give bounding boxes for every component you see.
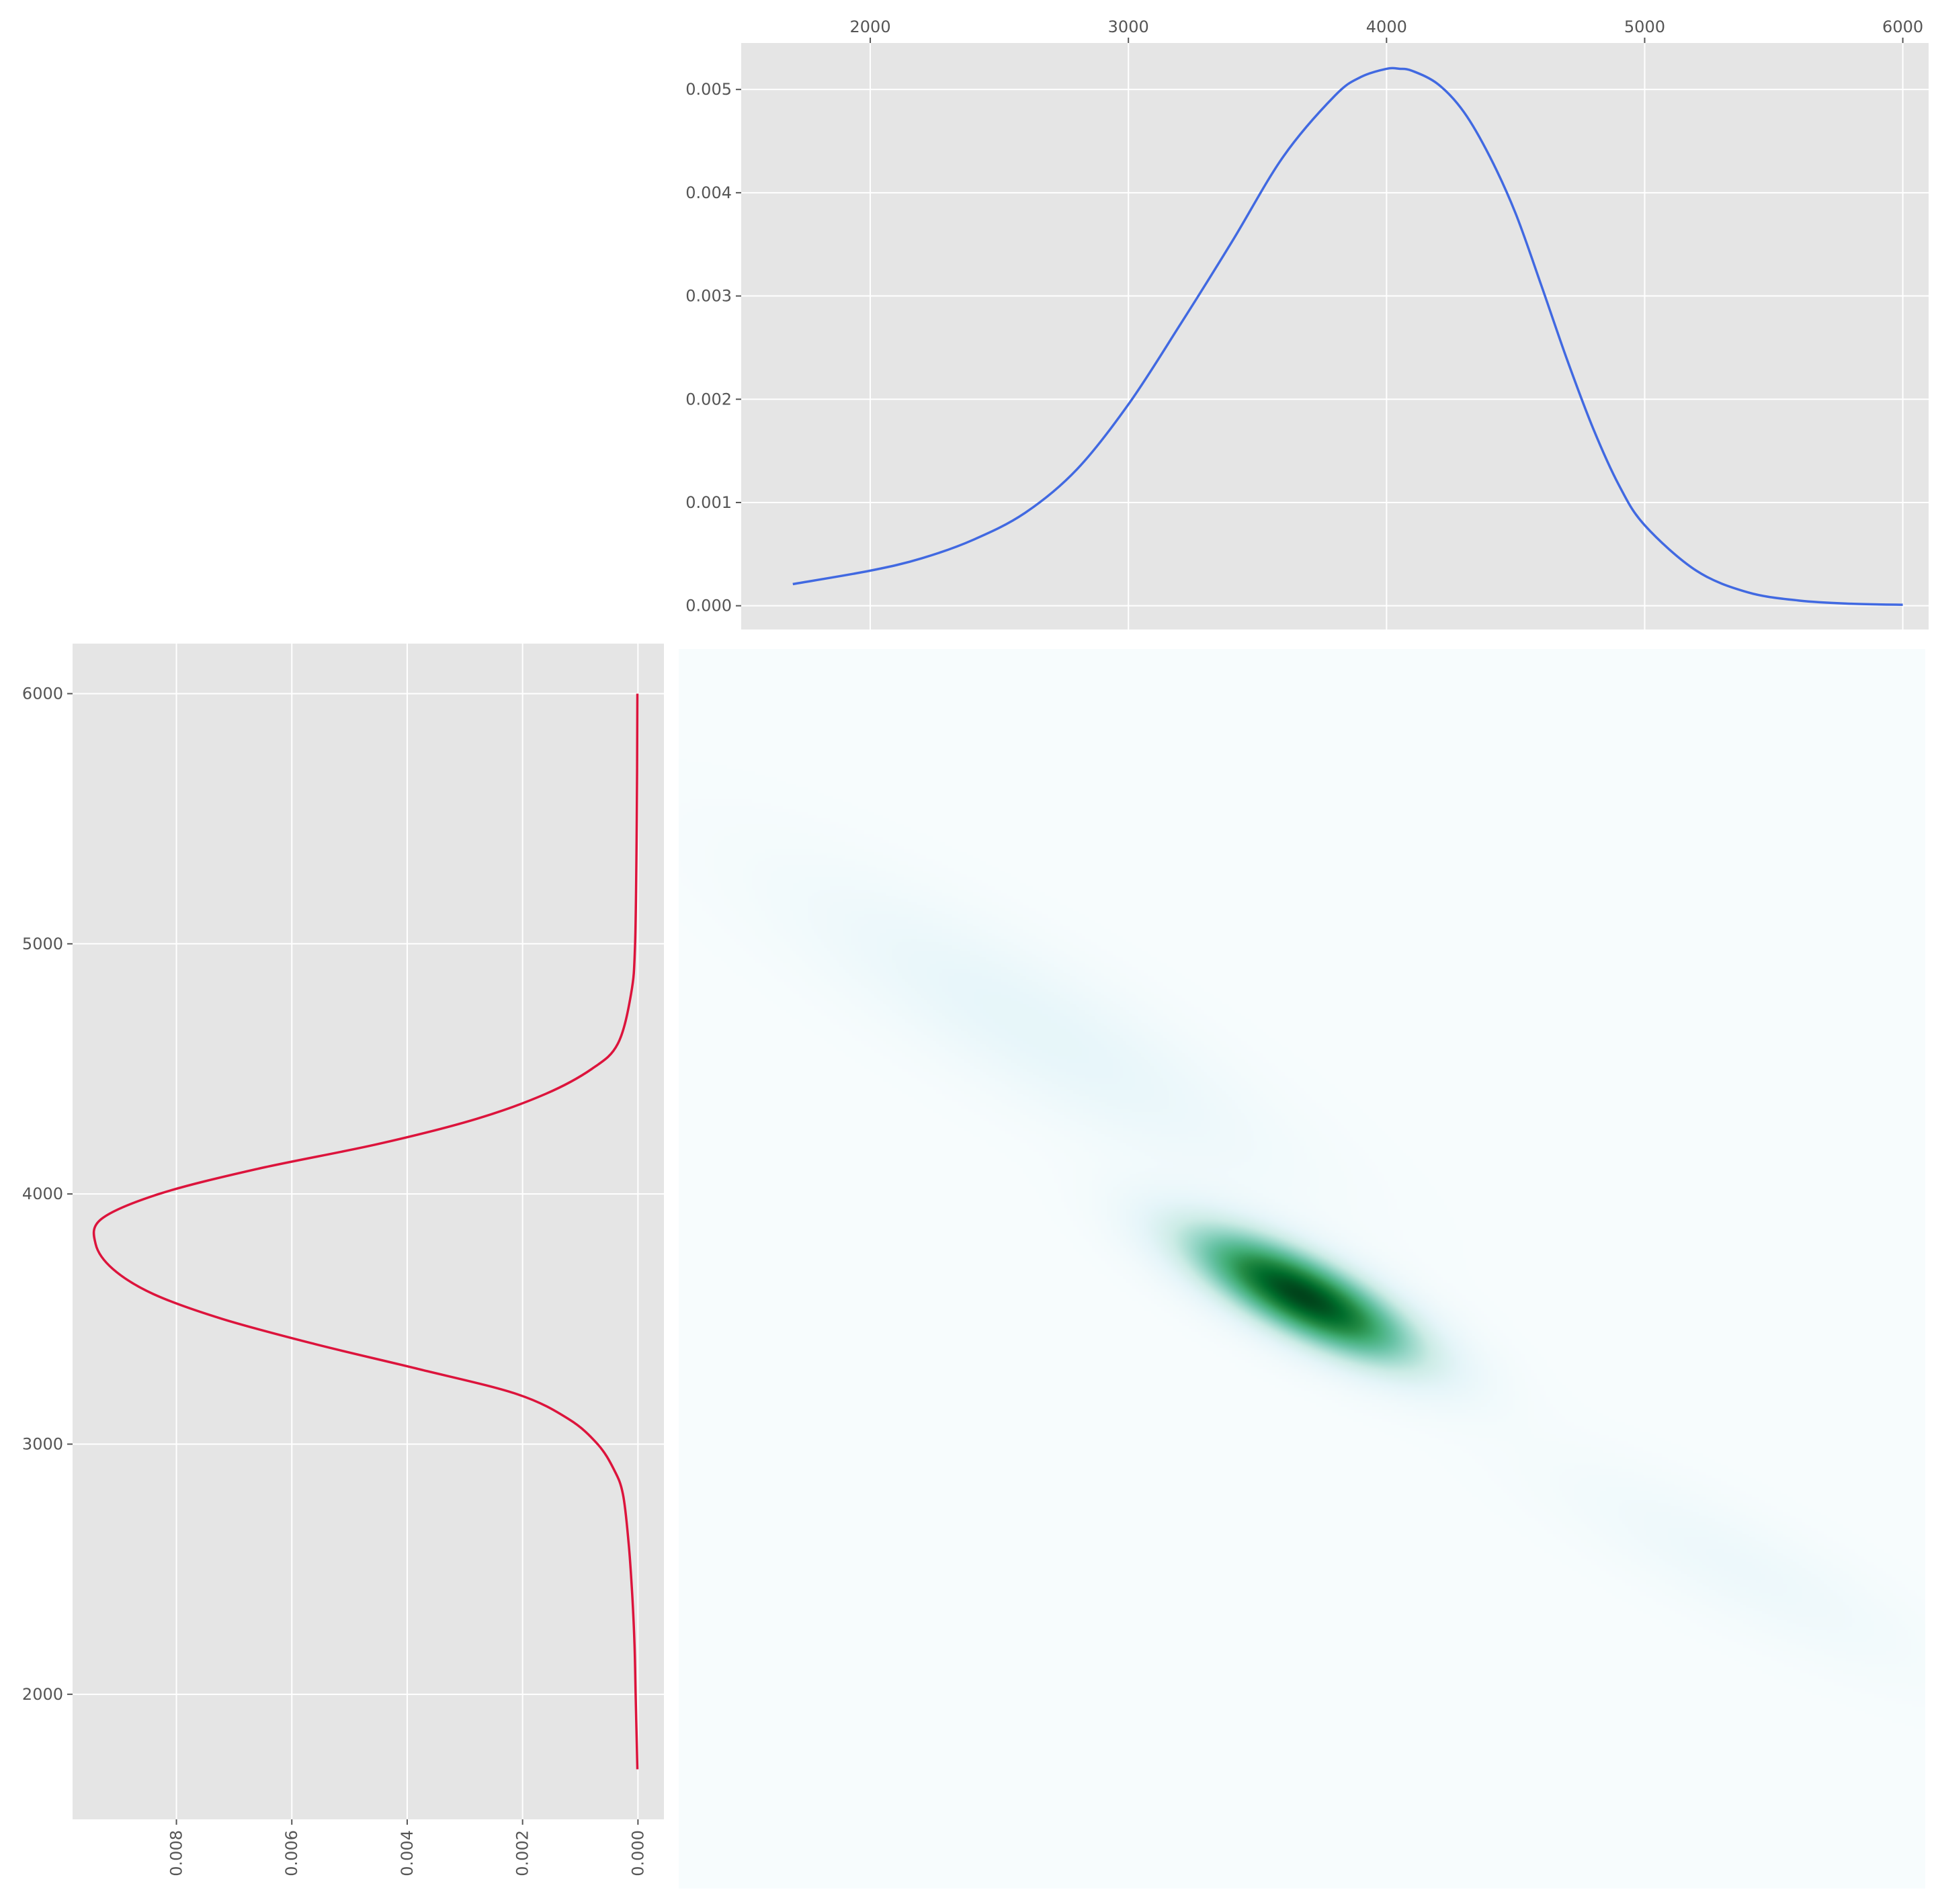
- left-marginal-plot-area: [73, 644, 664, 1819]
- left-x-tick-label: 0.000: [628, 1830, 647, 1876]
- top-marginal-grid: [741, 43, 1929, 630]
- top-x-tick-label: 2000: [850, 17, 891, 36]
- heatmap-image: [679, 649, 1925, 1889]
- left-marginal-grid: [73, 644, 664, 1819]
- left-y-tick-label: 4000: [22, 1184, 63, 1203]
- top-marginal-series: [792, 67, 1903, 606]
- left-marginal-ticks: 0.008 0.006 0.004 0.002 0.000 2000 3000 4000 500…: [22, 684, 647, 1876]
- left-density-line: [92, 693, 639, 1770]
- left-marginal-chart: 0.008 0.006 0.004 0.002 0.000 2000 3000 4000 500…: [22, 644, 664, 1876]
- left-x-tick-label: 0.008: [167, 1830, 186, 1876]
- top-marginal-plot-area: [741, 43, 1929, 630]
- left-x-tick-label: 0.006: [282, 1830, 301, 1876]
- left-marginal-series: [92, 693, 639, 1770]
- top-marginal-chart: 2000 3000 4000 5000 6000 0.000 0.001 0.002 0.003…: [685, 17, 1929, 630]
- top-x-tick-label: 3000: [1108, 17, 1149, 36]
- left-x-tick-label: 0.004: [398, 1830, 417, 1876]
- top-y-tick-label: 0.005: [685, 80, 732, 99]
- top-marginal-ticks: 2000 3000 4000 5000 6000 0.000 0.001 0.002 0.003…: [685, 17, 1923, 615]
- top-x-tick-label: 5000: [1624, 17, 1665, 36]
- top-x-tick-label: 4000: [1366, 17, 1407, 36]
- top-density-line: [792, 67, 1903, 606]
- top-y-tick-label: 0.000: [685, 597, 732, 615]
- top-y-tick-label: 0.002: [685, 390, 732, 408]
- top-x-tick-label: 6000: [1882, 17, 1923, 36]
- left-y-tick-label: 2000: [22, 1685, 63, 1704]
- top-y-tick-label: 0.001: [685, 493, 732, 512]
- left-x-tick-label: 0.002: [513, 1830, 532, 1876]
- left-y-tick-label: 3000: [22, 1434, 63, 1453]
- top-y-tick-label: 0.003: [685, 287, 732, 306]
- top-y-tick-label: 0.004: [685, 183, 732, 202]
- left-y-tick-label: 5000: [22, 935, 63, 953]
- left-y-tick-label: 6000: [22, 684, 63, 703]
- joint-density-heatmap: [679, 649, 1925, 1889]
